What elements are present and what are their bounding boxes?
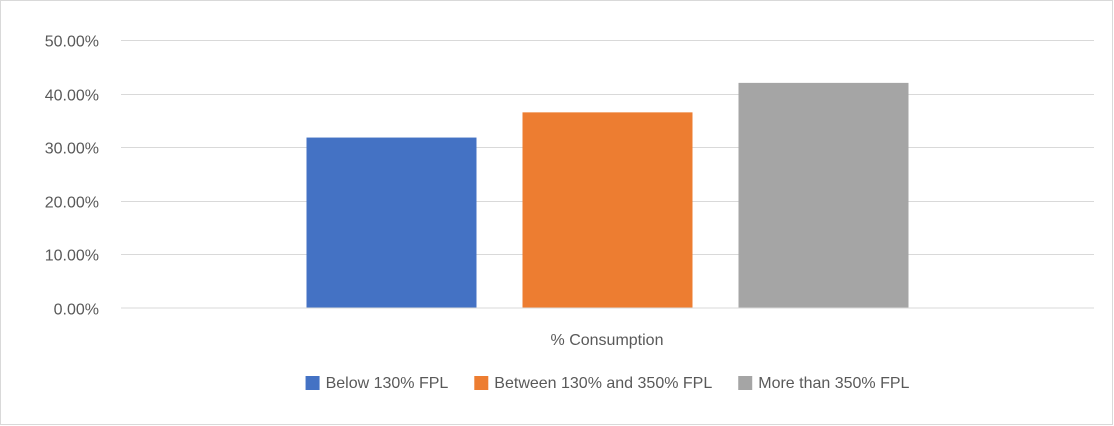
y-tick-label: 10.00% bbox=[45, 248, 99, 265]
legend-swatch bbox=[305, 376, 320, 390]
bars bbox=[306, 82, 909, 308]
legend-swatch bbox=[738, 376, 753, 390]
legend-label: More than 350% FPL bbox=[758, 375, 909, 392]
legend: Below 130% FPL Between 130% and 350% FPL M… bbox=[305, 375, 910, 392]
y-tick-label: 0.00% bbox=[54, 302, 99, 319]
bar-below-130-fpl bbox=[306, 137, 477, 308]
legend-swatch bbox=[474, 376, 489, 390]
y-tick-label: 50.00% bbox=[45, 34, 99, 51]
bar-more-than-350-fpl bbox=[738, 82, 909, 308]
legend-label: Below 130% FPL bbox=[326, 375, 449, 392]
y-tick-label: 20.00% bbox=[45, 195, 99, 212]
legend-label: Between 130% and 350% FPL bbox=[494, 375, 712, 392]
y-tick-label: 40.00% bbox=[45, 88, 99, 105]
x-axis-category-label: % Consumption bbox=[551, 332, 664, 349]
bar-between-130-and-350-fpl bbox=[522, 112, 693, 308]
y-axis-tick-labels: 0.00% 10.00% 20.00% 30.00% 40.00% 50.00% bbox=[45, 34, 99, 319]
y-tick-label: 30.00% bbox=[45, 141, 99, 158]
